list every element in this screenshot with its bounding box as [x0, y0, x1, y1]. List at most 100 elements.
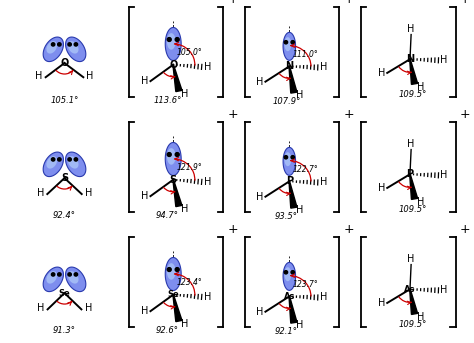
- Text: H: H: [204, 62, 211, 72]
- Text: H: H: [417, 82, 424, 92]
- Polygon shape: [68, 156, 79, 169]
- Circle shape: [58, 43, 61, 46]
- Text: H: H: [296, 90, 303, 100]
- Text: As: As: [404, 285, 416, 294]
- Text: 105.0°: 105.0°: [176, 48, 202, 57]
- Polygon shape: [283, 262, 296, 291]
- Circle shape: [74, 158, 78, 161]
- Polygon shape: [43, 37, 64, 62]
- Text: 92.6°: 92.6°: [156, 326, 179, 335]
- Text: H: H: [181, 319, 188, 329]
- Text: H: H: [85, 188, 92, 198]
- Text: H: H: [256, 77, 264, 87]
- Text: H: H: [296, 320, 303, 330]
- Text: H: H: [84, 303, 92, 313]
- Text: As: As: [283, 292, 295, 301]
- Circle shape: [284, 271, 288, 274]
- Polygon shape: [167, 33, 176, 50]
- Text: 123.7°: 123.7°: [292, 280, 318, 289]
- Text: H: H: [35, 71, 43, 81]
- Text: H: H: [181, 89, 188, 99]
- Text: 92.4°: 92.4°: [53, 211, 76, 220]
- Circle shape: [291, 271, 294, 274]
- Circle shape: [167, 268, 171, 271]
- Text: +: +: [227, 0, 238, 6]
- Text: 93.5°: 93.5°: [275, 212, 298, 222]
- Circle shape: [284, 156, 288, 159]
- Polygon shape: [43, 152, 64, 177]
- Text: H: H: [378, 298, 385, 308]
- Text: H: H: [296, 205, 303, 215]
- Text: 109.5°: 109.5°: [399, 205, 427, 214]
- Polygon shape: [68, 271, 79, 284]
- Circle shape: [175, 153, 179, 156]
- Circle shape: [68, 273, 71, 276]
- Polygon shape: [283, 147, 296, 175]
- Text: H: H: [378, 183, 385, 193]
- Polygon shape: [173, 295, 182, 322]
- Text: O: O: [169, 60, 177, 70]
- Text: H: H: [141, 191, 148, 201]
- Text: 121.9°: 121.9°: [176, 163, 202, 172]
- Text: H: H: [141, 76, 148, 86]
- Text: O: O: [60, 58, 69, 68]
- Text: 92.1°: 92.1°: [275, 328, 298, 336]
- Circle shape: [291, 40, 294, 44]
- Text: +: +: [343, 0, 354, 6]
- Text: H: H: [86, 71, 94, 81]
- Text: H: H: [37, 188, 44, 198]
- Polygon shape: [167, 148, 176, 165]
- Polygon shape: [65, 152, 86, 177]
- Polygon shape: [410, 174, 418, 199]
- Polygon shape: [65, 267, 86, 292]
- Text: 107.9°: 107.9°: [272, 97, 301, 106]
- Text: H: H: [204, 292, 211, 302]
- Text: H: H: [141, 306, 148, 316]
- Text: +: +: [227, 223, 238, 236]
- Text: 122.7°: 122.7°: [292, 165, 318, 174]
- Text: H: H: [417, 312, 424, 322]
- Polygon shape: [284, 152, 291, 166]
- Circle shape: [58, 273, 61, 276]
- Text: H: H: [320, 62, 327, 72]
- Text: H: H: [256, 192, 264, 202]
- Text: 109.5°: 109.5°: [399, 90, 427, 99]
- Polygon shape: [43, 267, 64, 292]
- Text: H: H: [378, 68, 385, 78]
- Circle shape: [68, 158, 71, 161]
- Polygon shape: [173, 64, 182, 92]
- Circle shape: [51, 273, 55, 276]
- Text: H: H: [408, 254, 415, 264]
- Circle shape: [291, 156, 294, 159]
- Text: S: S: [61, 173, 68, 183]
- Polygon shape: [410, 289, 418, 315]
- Polygon shape: [65, 37, 86, 62]
- Polygon shape: [284, 267, 291, 281]
- Polygon shape: [46, 271, 57, 284]
- Text: H: H: [320, 293, 327, 303]
- Text: +: +: [459, 0, 470, 6]
- Polygon shape: [173, 180, 182, 206]
- Text: H: H: [417, 197, 424, 207]
- Text: H: H: [320, 177, 327, 188]
- Circle shape: [51, 43, 55, 46]
- Circle shape: [74, 43, 78, 46]
- Text: H: H: [256, 307, 264, 317]
- Text: H: H: [408, 139, 415, 149]
- Text: H: H: [37, 303, 45, 313]
- Text: 94.7°: 94.7°: [156, 211, 179, 220]
- Polygon shape: [46, 156, 57, 169]
- Text: +: +: [343, 223, 354, 236]
- Text: N: N: [285, 61, 293, 71]
- Text: H: H: [408, 24, 415, 34]
- Circle shape: [284, 40, 288, 44]
- Polygon shape: [284, 37, 291, 51]
- Text: Se: Se: [167, 290, 179, 299]
- Text: H: H: [440, 55, 448, 65]
- Text: N: N: [406, 54, 414, 64]
- Circle shape: [175, 38, 179, 42]
- Circle shape: [74, 273, 78, 276]
- Text: S: S: [170, 175, 177, 185]
- Text: +: +: [343, 108, 354, 121]
- Text: H: H: [440, 170, 448, 180]
